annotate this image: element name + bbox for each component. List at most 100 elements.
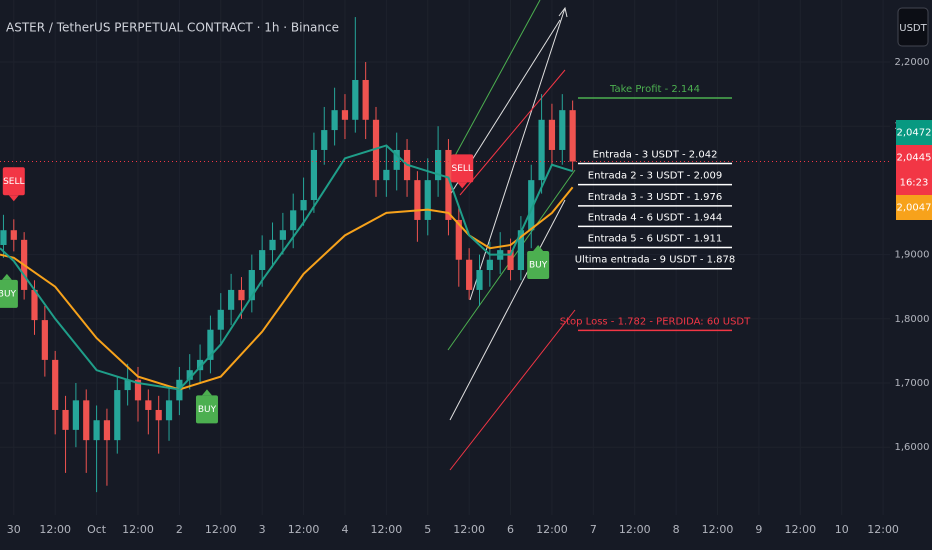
price-badge-countdown: 16:23 — [900, 178, 929, 189]
x-tick-label: 12:00 — [619, 523, 651, 536]
candle-body — [62, 409, 69, 430]
candle-body — [290, 210, 297, 231]
signal-label: BUY — [0, 289, 17, 299]
candle-body — [331, 110, 338, 131]
currency-button[interactable] — [897, 7, 929, 47]
level-label: Entrada 2 - 3 USDT - 2.009 — [588, 171, 722, 182]
candle-body — [0, 230, 7, 245]
candle-body — [248, 270, 255, 301]
signal-arrow — [457, 182, 468, 189]
x-tick-label: Oct — [87, 523, 107, 536]
candle-body — [559, 110, 566, 150]
signal-box — [451, 154, 474, 183]
x-tick-label: 7 — [590, 523, 597, 536]
x-tick-label: 5 — [424, 523, 431, 536]
level-label: Stop Loss - 1.782 - PERDIDA: 60 USDT — [560, 316, 751, 327]
y-tick-label: 2,2000 — [895, 57, 930, 68]
candle-body — [352, 79, 359, 120]
candle-body — [434, 149, 442, 181]
candle-body — [186, 370, 193, 380]
signal-label: SELL — [452, 164, 473, 174]
level-label: Take Profit - 2.144 — [609, 84, 700, 95]
signal-box — [527, 250, 550, 279]
y-tick-label: 1,8000 — [895, 314, 930, 325]
candle-body — [507, 250, 514, 271]
candle-body — [269, 239, 276, 251]
channel-line — [449, 199, 566, 421]
candle-body — [165, 400, 173, 421]
candle-body — [83, 400, 90, 441]
level-label: Entrada 3 - 3 USDT - 1.976 — [588, 192, 722, 203]
candle-body — [134, 379, 142, 401]
x-tick-label: 10 — [835, 523, 849, 536]
candle-body — [528, 180, 535, 231]
candle-body — [279, 230, 286, 240]
signal-box — [2, 167, 25, 196]
price-badge-label: 2,0445 — [897, 153, 932, 164]
x-tick-label: 6 — [507, 523, 514, 536]
signal-label: SELL — [3, 177, 24, 187]
chart-title: ASTER / TetherUS PERPETUAL CONTRACT · 1h… — [6, 21, 339, 35]
candle-body — [466, 259, 473, 290]
y-tick-label: 1,7000 — [895, 378, 930, 389]
currency-label[interactable]: USDT — [899, 23, 927, 34]
candle-body — [424, 180, 431, 220]
level-label: Entrada - 3 USDT - 2.042 — [593, 149, 718, 160]
candle-body — [259, 250, 266, 271]
signal-arrow — [201, 389, 212, 396]
signal-label: BUY — [529, 260, 548, 270]
candle-body — [124, 379, 131, 391]
candle-body — [362, 79, 369, 120]
arrow-head — [558, 6, 568, 18]
price-badge — [896, 145, 932, 195]
level-label: Entrada 5 - 6 USDT - 1.911 — [588, 234, 722, 245]
candle-body — [114, 390, 121, 441]
x-tick-label: 12:00 — [867, 523, 899, 536]
candle-body — [486, 259, 493, 271]
candle-body — [476, 270, 483, 290]
candle-body — [569, 110, 576, 162]
x-tick-label: 4 — [341, 523, 348, 536]
candle-body — [321, 130, 328, 150]
candle-body — [310, 149, 318, 201]
candle-body — [238, 289, 245, 301]
x-tick-label: 9 — [755, 523, 762, 536]
candle-body — [341, 110, 349, 120]
candle-body — [217, 309, 224, 330]
candle-body — [93, 420, 100, 441]
candle-body — [517, 230, 524, 271]
price-badge-label: 2,0047 — [897, 203, 932, 214]
x-tick-label: 12:00 — [536, 523, 568, 536]
signal-arrow — [533, 244, 544, 251]
x-tick-label: 12:00 — [702, 523, 734, 536]
candle-body — [538, 119, 545, 181]
signal-box — [0, 279, 18, 308]
level-label: Ultima entrada - 9 USDT - 1.878 — [575, 255, 736, 266]
candle-body — [41, 320, 48, 360]
channel-line — [449, 0, 541, 166]
candle-body — [300, 200, 307, 211]
x-tick-label: 12:00 — [784, 523, 816, 536]
candle-body — [72, 400, 79, 430]
x-tick-label: 30 — [7, 523, 21, 536]
candle-body — [207, 329, 214, 360]
candle-body — [372, 119, 380, 181]
channel-line — [449, 309, 576, 471]
candle-body — [155, 409, 162, 421]
candle-body — [445, 149, 452, 220]
x-tick-label: 3 — [259, 523, 266, 536]
candle-body — [383, 169, 390, 181]
price-badge-label: 2,0472 — [897, 128, 932, 139]
moving-average — [0, 144, 573, 391]
candle-body — [196, 359, 204, 371]
x-tick-label: 2 — [176, 523, 183, 536]
candle-body — [393, 149, 400, 170]
x-tick-label: 12:00 — [288, 523, 320, 536]
x-tick-label: 8 — [673, 523, 680, 536]
level-label: Entrada 4 - 6 USDT - 1.944 — [588, 212, 722, 223]
x-tick-label: 12:00 — [453, 523, 485, 536]
moving-average — [0, 186, 574, 391]
candle-body — [31, 289, 38, 321]
